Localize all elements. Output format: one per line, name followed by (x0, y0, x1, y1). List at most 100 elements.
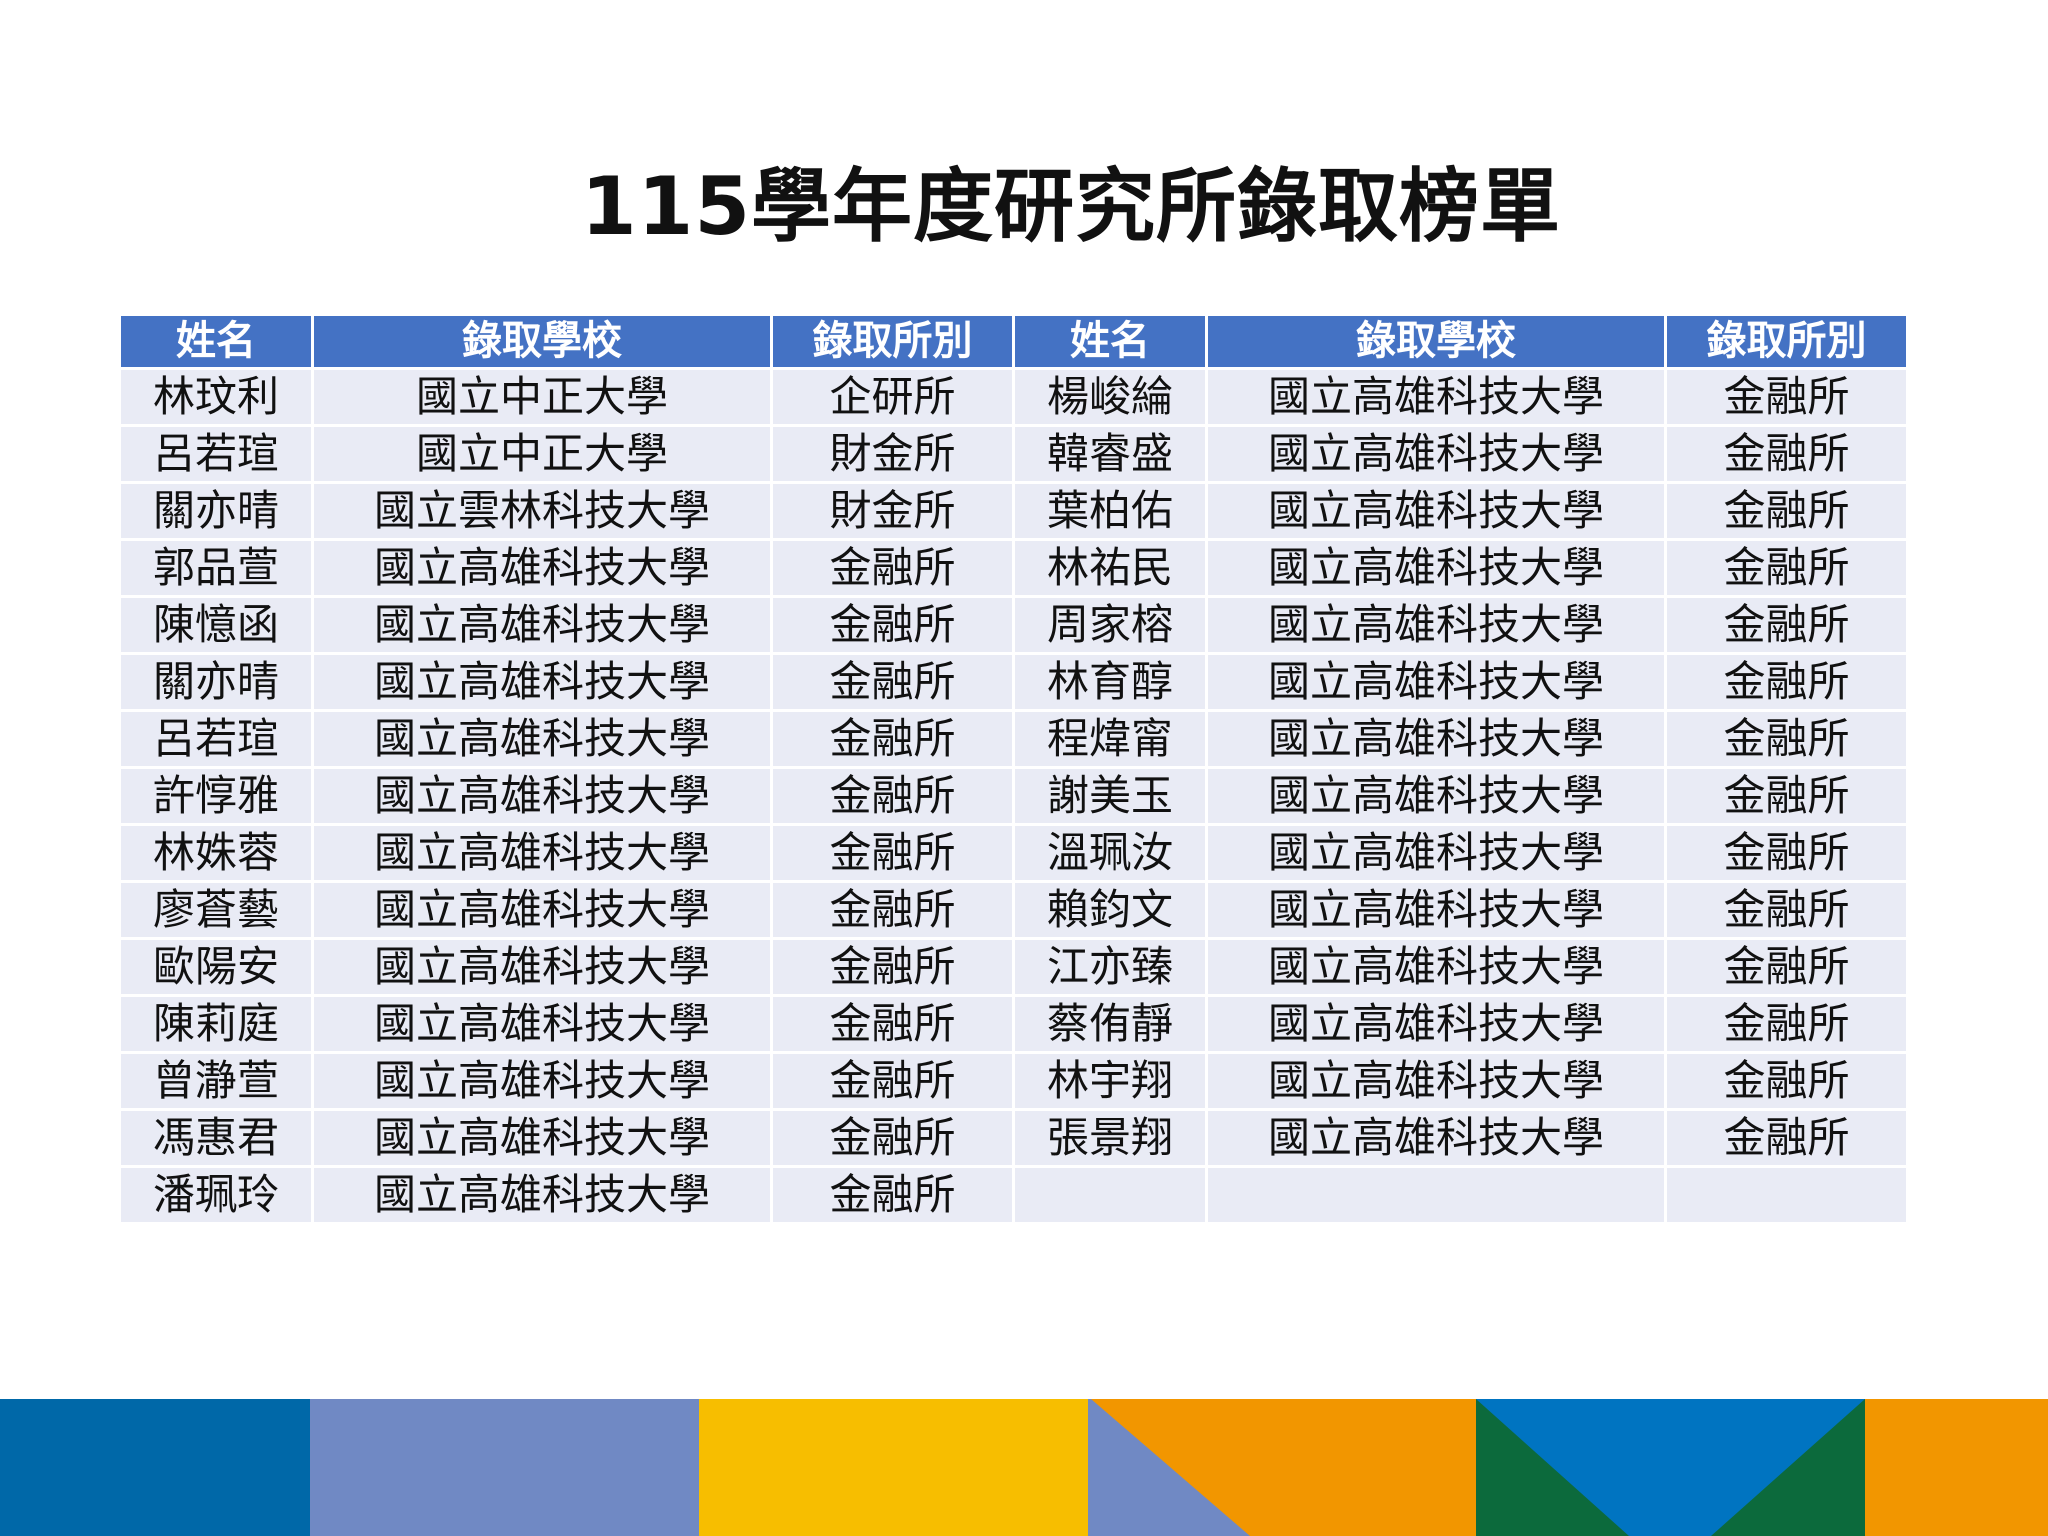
header-name: 姓名 (1015, 316, 1205, 367)
cell-school: 國立高雄科技大學 (1208, 1111, 1664, 1165)
cell-name: 呂若瑄 (121, 712, 311, 766)
table-row: 林姝蓉 國立高雄科技大學 金融所 溫珮汝 國立高雄科技大學 金融所 (121, 826, 1906, 880)
cell-name: 林玟利 (121, 370, 311, 424)
cell-department: 金融所 (773, 1168, 1012, 1222)
cell-school: 國立高雄科技大學 (1208, 370, 1664, 424)
cell-school: 國立高雄科技大學 (1208, 997, 1664, 1051)
table-row: 陳憶函 國立高雄科技大學 金融所 周家榕 國立高雄科技大學 金融所 (121, 598, 1906, 652)
cell-school: 國立高雄科技大學 (314, 1168, 770, 1222)
cell-department: 金融所 (773, 1111, 1012, 1165)
stripe-yellow (699, 1399, 1089, 1536)
table-row: 郭品萱 國立高雄科技大學 金融所 林祐民 國立高雄科技大學 金融所 (121, 541, 1906, 595)
cell-school: 國立高雄科技大學 (1208, 1054, 1664, 1108)
cell-department: 企研所 (773, 370, 1012, 424)
table-row: 歐陽安 國立高雄科技大學 金融所 江亦臻 國立高雄科技大學 金融所 (121, 940, 1906, 994)
admission-table: 姓名 錄取學校 錄取所別 姓名 錄取學校 錄取所別 林玟利 國立中正大學 企研所 楊峻綸 國立高雄… (118, 313, 1909, 1225)
cell-school: 國立雲林科技大學 (314, 484, 770, 538)
cell-department: 金融所 (773, 883, 1012, 937)
cell-name: 馮惠君 (121, 1111, 311, 1165)
cell-school: 國立高雄科技大學 (1208, 598, 1664, 652)
table-row: 曾瀞萱 國立高雄科技大學 金融所 林宇翔 國立高雄科技大學 金融所 (121, 1054, 1906, 1108)
cell-department: 金融所 (1667, 997, 1906, 1051)
stripe-dark-blue (0, 1399, 311, 1536)
cell-name: 林育醇 (1015, 655, 1205, 709)
cell-school: 國立高雄科技大學 (314, 826, 770, 880)
cell-name: 賴鈞文 (1015, 883, 1205, 937)
cell-name: 周家榕 (1015, 598, 1205, 652)
cell-name: 呂若瑄 (121, 427, 311, 481)
cell-school: 國立中正大學 (314, 370, 770, 424)
table-row: 馮惠君 國立高雄科技大學 金融所 張景翔 國立高雄科技大學 金融所 (121, 1111, 1906, 1165)
cell-department: 金融所 (773, 712, 1012, 766)
cell-department: 金融所 (1667, 712, 1906, 766)
cell-department: 金融所 (1667, 427, 1906, 481)
cell-school: 國立高雄科技大學 (314, 940, 770, 994)
cell-school: 國立高雄科技大學 (314, 598, 770, 652)
cell-name: 郭品萱 (121, 541, 311, 595)
table-row: 關亦晴 國立高雄科技大學 金融所 林育醇 國立高雄科技大學 金融所 (121, 655, 1906, 709)
cell-school: 國立高雄科技大學 (314, 655, 770, 709)
cell-department: 金融所 (1667, 769, 1906, 823)
cell-department: 金融所 (1667, 1054, 1906, 1108)
cell-department: 金融所 (773, 940, 1012, 994)
cell-school: 國立高雄科技大學 (314, 1054, 770, 1108)
cell-school: 國立高雄科技大學 (314, 712, 770, 766)
cell-school: 國立高雄科技大學 (1208, 769, 1664, 823)
cell-department: 金融所 (773, 997, 1012, 1051)
cell-department: 金融所 (1667, 484, 1906, 538)
cell-name (1015, 1168, 1205, 1222)
stripe-periwinkle (310, 1399, 700, 1536)
cell-school: 國立高雄科技大學 (314, 541, 770, 595)
cell-school: 國立高雄科技大學 (1208, 940, 1664, 994)
cell-school (1208, 1168, 1664, 1222)
cell-department: 金融所 (1667, 826, 1906, 880)
cell-school: 國立中正大學 (314, 427, 770, 481)
table-row: 呂若瑄 國立高雄科技大學 金融所 程煒甯 國立高雄科技大學 金融所 (121, 712, 1906, 766)
header-school: 錄取學校 (1208, 316, 1664, 367)
header-name: 姓名 (121, 316, 311, 367)
cell-name: 楊峻綸 (1015, 370, 1205, 424)
cell-name: 關亦晴 (121, 484, 311, 538)
cell-school: 國立高雄科技大學 (1208, 712, 1664, 766)
table-row: 陳莉庭 國立高雄科技大學 金融所 蔡侑靜 國立高雄科技大學 金融所 (121, 997, 1906, 1051)
cell-school: 國立高雄科技大學 (314, 883, 770, 937)
cell-department: 金融所 (1667, 883, 1906, 937)
cell-name: 歐陽安 (121, 940, 311, 994)
cell-department: 金融所 (1667, 541, 1906, 595)
cell-department: 財金所 (773, 484, 1012, 538)
table-row: 潘珮玲 國立高雄科技大學 金融所 (121, 1168, 1906, 1222)
stripe-orange-end (1865, 1399, 2048, 1536)
cell-name: 葉柏佑 (1015, 484, 1205, 538)
cell-name: 程煒甯 (1015, 712, 1205, 766)
cell-school: 國立高雄科技大學 (1208, 883, 1664, 937)
cell-department: 金融所 (773, 598, 1012, 652)
cell-name: 林宇翔 (1015, 1054, 1205, 1108)
cell-school: 國立高雄科技大學 (314, 1111, 770, 1165)
cell-department: 金融所 (1667, 370, 1906, 424)
cell-department: 金融所 (773, 769, 1012, 823)
cell-school: 國立高雄科技大學 (1208, 484, 1664, 538)
cell-name: 謝美玉 (1015, 769, 1205, 823)
header-department: 錄取所別 (773, 316, 1012, 367)
cell-school: 國立高雄科技大學 (1208, 427, 1664, 481)
cell-name: 許惇雅 (121, 769, 311, 823)
cell-name: 林祐民 (1015, 541, 1205, 595)
cell-school: 國立高雄科技大學 (1208, 541, 1664, 595)
cell-school: 國立高雄科技大學 (314, 769, 770, 823)
decorative-color-stripe (0, 1399, 2048, 1536)
cell-department: 金融所 (1667, 598, 1906, 652)
cell-school: 國立高雄科技大學 (1208, 655, 1664, 709)
cell-department: 金融所 (1667, 655, 1906, 709)
cell-name: 林姝蓉 (121, 826, 311, 880)
cell-school: 國立高雄科技大學 (1208, 826, 1664, 880)
page-title: 115學年度研究所錄取榜單 (581, 160, 1561, 253)
cell-name: 蔡侑靜 (1015, 997, 1205, 1051)
table-row: 許惇雅 國立高雄科技大學 金融所 謝美玉 國立高雄科技大學 金融所 (121, 769, 1906, 823)
cell-name: 溫珮汝 (1015, 826, 1205, 880)
cell-name: 陳憶函 (121, 598, 311, 652)
cell-name: 曾瀞萱 (121, 1054, 311, 1108)
cell-department: 金融所 (1667, 1111, 1906, 1165)
table-row: 林玟利 國立中正大學 企研所 楊峻綸 國立高雄科技大學 金融所 (121, 370, 1906, 424)
stripe-blue-trapezoid (1476, 1399, 1865, 1536)
cell-name: 潘珮玲 (121, 1168, 311, 1222)
